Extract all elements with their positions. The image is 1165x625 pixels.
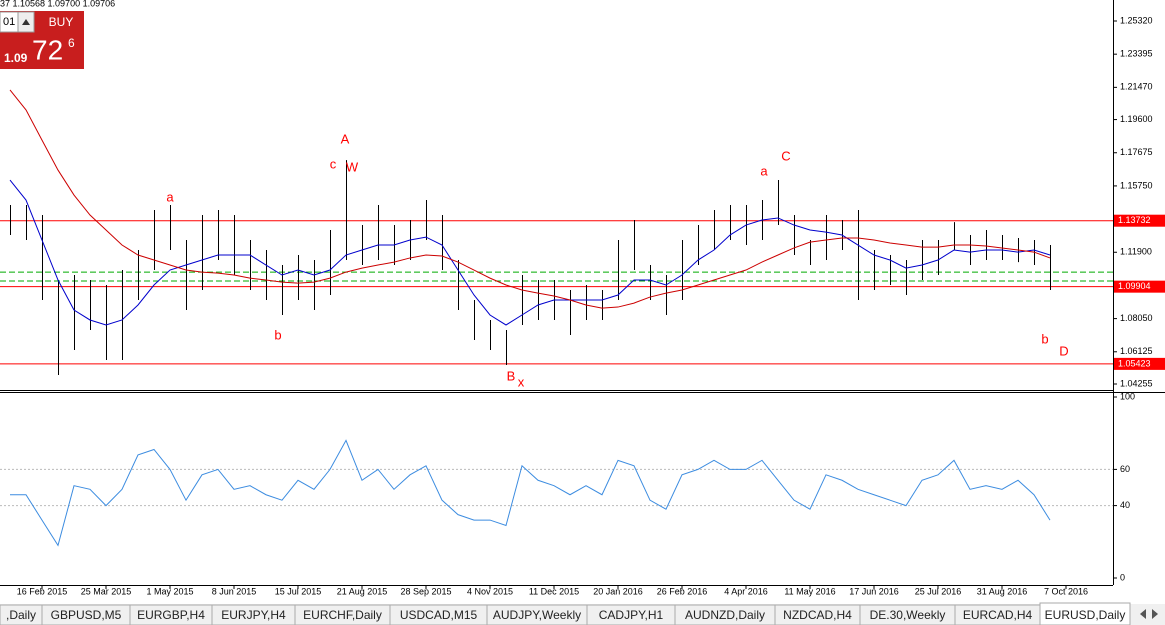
wave-label: a	[760, 163, 768, 178]
plot-area	[0, 89, 1113, 547]
x-tick-label: 25 Jul 2016	[915, 586, 962, 596]
level-label: 1.09904	[1118, 281, 1151, 291]
tab-scroll-right[interactable]	[1152, 609, 1158, 619]
y-tick-label: 1.17675	[1120, 147, 1153, 157]
tab-label: EURUSD,Daily	[1045, 608, 1126, 622]
spinner-arrow	[22, 19, 30, 25]
tab-label: EURJPY,H4	[221, 608, 286, 622]
wave-label: A	[341, 131, 350, 146]
x-tick-label: 21 Aug 2015	[337, 586, 388, 596]
level-label-bg	[1114, 214, 1165, 227]
tab-label: DE.30,Weekly	[870, 608, 946, 622]
price-small: 1.09	[4, 51, 28, 65]
tab-label: EURGBP,H4	[137, 608, 205, 622]
x-tick-label: 28 Sep 2015	[400, 586, 451, 596]
y-tick-label: 1.19600	[1120, 114, 1153, 124]
y-tick-label: 1.15750	[1120, 180, 1153, 190]
wave-label: b	[1041, 331, 1048, 346]
tab[interactable]: EURJPY,H4	[211, 604, 296, 625]
wave-label: x	[518, 374, 525, 389]
y-tick-label: 1.08050	[1120, 313, 1153, 323]
tab[interactable]: USDCAD,M15	[389, 604, 488, 625]
level-label: 1.05423	[1118, 358, 1151, 368]
tab-label: GBPUSD,M5	[51, 608, 122, 622]
x-tick-label: 11 May 2016	[784, 586, 835, 596]
y-tick-label: 40	[1120, 500, 1130, 510]
rsi-line	[10, 439, 1051, 547]
x-tick-label: 4 Apr 2016	[724, 586, 768, 596]
header-text: 37 1.10568 1.09700 1.09706	[0, 0, 115, 8]
level-label-bg	[1114, 280, 1165, 293]
tab-bar: ,Daily GBPUSD,M5 EURGBP,H4 EURJPY,H4 EURCHF,…	[0, 602, 1165, 625]
x-tick-label: 15 Jul 2015	[275, 586, 322, 596]
x-tick-label: 31 Aug 2016	[977, 586, 1028, 596]
x-tick-label: 25 Mar 2015	[81, 586, 132, 596]
tab-scroll-left[interactable]	[1140, 609, 1146, 619]
tab-label: AUDJPY,Weekly	[493, 608, 581, 622]
tab[interactable]: EURUSD,Daily	[1039, 602, 1131, 625]
tab[interactable]: DE.30,Weekly	[859, 604, 956, 625]
y-tick-label: 100	[1120, 391, 1135, 401]
tab[interactable]: NZDCAD,H4	[774, 604, 861, 625]
x-tick-label: 1 May 2015	[146, 586, 193, 596]
level-label-bg	[1114, 357, 1165, 370]
wave-label: B	[507, 368, 516, 383]
tab-label: EURCAD,H4	[963, 608, 1033, 622]
tab[interactable]: EURCHF,Daily	[294, 604, 391, 625]
y-tick-label: 0	[1120, 572, 1125, 582]
y-tick-label: 1.25320	[1120, 15, 1153, 25]
trade-panel: 01 BUY 1.09 72 6	[0, 11, 84, 69]
x-tick-label: 26 Feb 2016	[657, 586, 708, 596]
y-tick-label: 1.23395	[1120, 49, 1153, 59]
y-tick-label: 1.11900	[1120, 247, 1152, 257]
y-tick-label: 1.04255	[1120, 378, 1153, 388]
level-label: 1.13732	[1118, 215, 1151, 225]
x-tick-label: 7 Oct 2016	[1044, 586, 1088, 596]
tab[interactable]: EURGBP,H4	[129, 604, 213, 625]
price-pip: 6	[68, 36, 75, 50]
x-tick-label: 4 Nov 2015	[467, 586, 513, 596]
tab[interactable]: ,Daily	[0, 604, 43, 625]
wave-label: c	[330, 156, 337, 171]
tab[interactable]: GBPUSD,M5	[41, 604, 131, 625]
moving-average	[9, 89, 1051, 309]
y-tick-label: 60	[1120, 464, 1130, 474]
price-big: 72	[32, 34, 63, 65]
tab-label: EURCHF,Daily	[303, 608, 382, 622]
x-tick-label: 16 Feb 2015	[17, 586, 68, 596]
tab-label: ,Daily	[6, 608, 36, 622]
wave-label: W	[346, 159, 359, 174]
tab[interactable]: EURCAD,H4	[954, 604, 1041, 625]
y-tick-label: 1.21470	[1120, 82, 1153, 92]
wave-label: C	[781, 148, 790, 163]
tab-label: CADJPY,H1	[599, 608, 664, 622]
wave-label: a	[166, 189, 174, 204]
tab[interactable]: CADJPY,H1	[586, 604, 676, 625]
x-tick-label: 17 Jun 2016	[849, 586, 899, 596]
x-tick-label: 20 Jan 2016	[593, 586, 643, 596]
moving-average	[9, 179, 1051, 326]
wave-label: D	[1059, 343, 1068, 358]
y-tick-label: 1.06125	[1120, 346, 1153, 356]
tab-bg	[1039, 602, 1131, 625]
x-tick-label: 11 Dec 2015	[529, 586, 579, 596]
buy-button[interactable]	[36, 12, 83, 34]
tab-label: NZDCAD,H4	[783, 608, 852, 622]
tab-label: AUDNZD,Daily	[685, 608, 765, 622]
volume-value: 01	[3, 16, 15, 28]
tab[interactable]: AUDJPY,Weekly	[486, 604, 588, 625]
wave-label: b	[274, 327, 281, 342]
tab[interactable]: AUDNZD,Daily	[674, 604, 776, 625]
tab-label: USDCAD,M15	[400, 608, 478, 622]
x-tick-label: 8 Jun 2015	[212, 586, 257, 596]
buy-label: BUY	[49, 15, 74, 29]
